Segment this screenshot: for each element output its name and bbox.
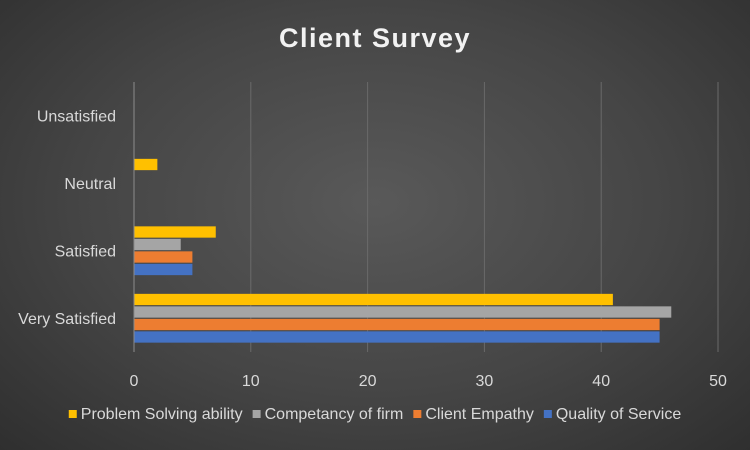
- y-category-label: Unsatisfied: [37, 108, 116, 125]
- legend-label: Client Empathy: [425, 406, 534, 423]
- x-tick-label: 30: [476, 373, 494, 390]
- legend-swatch: [68, 410, 77, 418]
- x-tick-label: 0: [130, 373, 139, 390]
- legend: Problem Solving ability Competancy of fir…: [68, 406, 681, 423]
- bar-problem-solving-ability-satisfied: [134, 226, 216, 238]
- axes: 0 10 20 30 40 50 Very Satisfied Satisfied Neutra…: [18, 82, 727, 390]
- legend-swatch: [413, 410, 422, 418]
- y-category-label: Very Satisfied: [18, 311, 116, 328]
- legend-swatch: [543, 410, 552, 418]
- bars: [134, 158, 672, 343]
- legend-label: Quality of Service: [556, 406, 681, 423]
- bar-client-empathy-very-satisfied: [134, 318, 660, 331]
- chart-title: Client Survey: [279, 23, 471, 53]
- bar-competancy-of-firm-very-satisfied: [134, 306, 672, 318]
- legend-label: Competancy of firm: [265, 406, 404, 423]
- x-tick-label: 10: [242, 373, 260, 390]
- y-category-label: Neutral: [64, 176, 116, 193]
- bar-quality-of-service-very-satisfied: [134, 331, 660, 343]
- legend-label: Problem Solving ability: [81, 406, 243, 423]
- bar-problem-solving-ability-neutral: [134, 158, 158, 171]
- bar-problem-solving-ability-very-satisfied: [134, 293, 613, 306]
- x-tick-label: 20: [359, 373, 377, 390]
- bar-quality-of-service-satisfied: [134, 263, 193, 276]
- x-tick-label: 50: [709, 373, 727, 390]
- legend-swatch: [252, 410, 261, 418]
- bar-client-empathy-satisfied: [134, 251, 193, 263]
- x-tick-label: 40: [592, 373, 610, 390]
- bar-competancy-of-firm-satisfied: [134, 238, 181, 251]
- y-category-label: Satisfied: [55, 243, 116, 260]
